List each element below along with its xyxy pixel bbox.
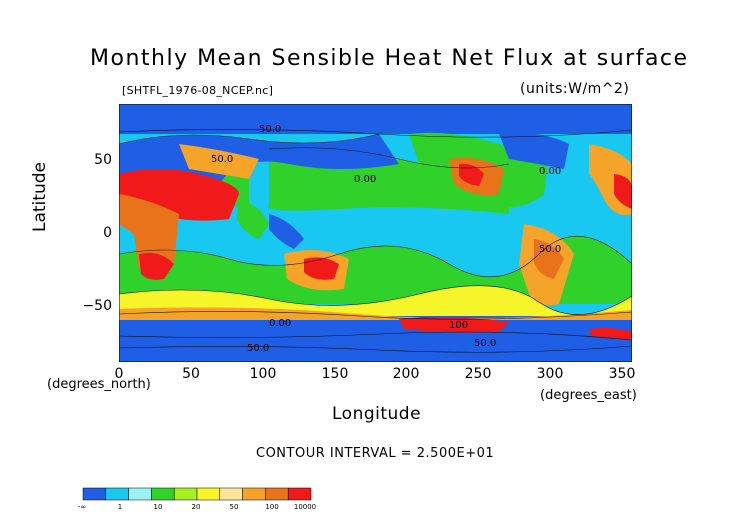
colorbar xyxy=(82,487,312,501)
arctic-band xyxy=(119,104,632,134)
file-label: [SHTFL_1976-08_NCEP.nc] xyxy=(122,84,274,97)
x-tick: 250 xyxy=(464,366,492,382)
x-axis-label: Longitude xyxy=(332,404,422,424)
colorbar-label: 1 xyxy=(117,503,123,511)
colorbar-label: 20 xyxy=(191,503,201,511)
contour-lines xyxy=(119,129,632,353)
great-plains-hot xyxy=(459,163,484,186)
iberia-hot xyxy=(614,174,632,209)
antarctic-hot-strip-east xyxy=(589,328,632,340)
y-tick: 50 xyxy=(94,152,112,168)
colorbar-label: -∞ xyxy=(77,503,87,511)
southern-green-belt xyxy=(119,236,632,304)
colorbar-swatch xyxy=(242,487,266,501)
contour-label: 100 xyxy=(449,320,468,331)
x-tick: 50 xyxy=(182,366,200,382)
india-land xyxy=(237,199,269,239)
contour-label: 50.0 xyxy=(539,244,561,255)
africa-south-hot xyxy=(139,252,174,280)
contour-interval: CONTOUR INTERVAL = 2.500E+01 xyxy=(256,446,495,461)
colorbar-swatch xyxy=(265,487,289,501)
contour-label: 0.00 xyxy=(354,174,376,185)
antarctic-band xyxy=(119,314,632,362)
contour-label: 50.0 xyxy=(211,154,233,165)
x-unit-label: (degrees_east) xyxy=(540,388,637,403)
siberia-orange xyxy=(179,144,259,179)
colorbar-label: 50 xyxy=(229,503,239,511)
southern-orange-edge xyxy=(119,307,632,320)
x-tick: 300 xyxy=(536,366,564,382)
x-tick: 100 xyxy=(249,366,277,382)
contour-label: 0.00 xyxy=(539,166,561,177)
contour-label: 50.0 xyxy=(259,124,281,135)
x-tick: 200 xyxy=(392,366,420,382)
colorbar-swatch xyxy=(128,487,152,501)
africa-land xyxy=(119,194,179,271)
colorbar-swatch xyxy=(173,487,198,501)
y-axis-label: Latitude xyxy=(30,162,50,232)
antarctic-hot-strip xyxy=(399,317,509,333)
x-tick: 0 xyxy=(114,366,124,382)
y-tick: −50 xyxy=(82,298,112,314)
colorbar-swatch xyxy=(219,487,243,501)
colorbar-swatch xyxy=(196,487,221,501)
y-tick: 0 xyxy=(103,225,112,241)
colorbar-swatch xyxy=(82,487,107,501)
colorbar-label: 100 xyxy=(265,503,279,511)
x-tick: 350 xyxy=(608,366,636,382)
colorbar-swatch xyxy=(151,487,175,501)
y-unit-label: (degrees_north) xyxy=(47,377,151,392)
contour-label: 0.00 xyxy=(269,318,291,329)
australia-hot xyxy=(304,257,339,280)
contour-label: 50.0 xyxy=(247,343,269,354)
colorbar-swatch xyxy=(105,487,129,501)
contour-label: 50.0 xyxy=(474,338,496,349)
flux-map: 50.0 0.00 0.00 0.00 50.0 100 50.0 50.0 5… xyxy=(119,104,632,362)
units-label: (units:W/m^2) xyxy=(520,81,630,97)
canada-arctic xyxy=(499,132,569,169)
x-tick: 150 xyxy=(321,366,349,382)
colorbar-swatch xyxy=(287,487,312,501)
colorbar-label: 10000 xyxy=(293,503,317,511)
colorbar-label: 10 xyxy=(153,503,163,511)
maritime-continent xyxy=(269,214,304,249)
south-america-hot xyxy=(534,239,564,279)
chart-title: Monthly Mean Sensible Heat Net Flux at s… xyxy=(90,46,689,71)
